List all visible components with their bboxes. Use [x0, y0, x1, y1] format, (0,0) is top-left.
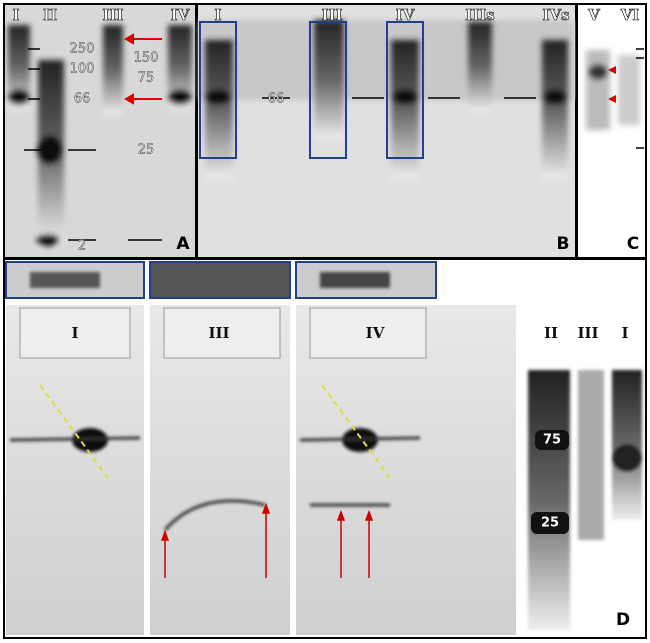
lane-label: III — [321, 6, 342, 24]
marker-label: 150 — [134, 51, 159, 66]
lane-label: IV — [171, 6, 190, 24]
panel-letter: D — [616, 610, 630, 630]
lane-label: VI — [620, 6, 640, 24]
panel-letter: C — [627, 234, 639, 254]
marker-label: 25 — [138, 143, 155, 158]
2d-gels — [6, 305, 642, 635]
marker-label: 75 — [138, 71, 155, 86]
marker-lines — [636, 48, 644, 149]
panel-a: I II III IV 250 100 66 150 75 25 2 A — [3, 3, 197, 259]
marker-lines — [24, 48, 162, 241]
lane-label: IIIs — [465, 6, 495, 24]
red-arrows — [608, 66, 616, 103]
marker-label: 100 — [70, 62, 95, 77]
lane-label: II — [544, 324, 558, 342]
lane-label: III — [577, 324, 598, 342]
panel-letter: B — [557, 234, 570, 254]
gel-bands — [205, 20, 568, 180]
lane-label: III — [102, 6, 123, 24]
panel-d: I III IV II III I 75 25 D — [3, 258, 647, 639]
panel-c: V VI C — [576, 3, 647, 259]
red-arrows — [123, 33, 162, 105]
marker-label: 75 — [543, 433, 561, 448]
marker-label: 66 — [74, 92, 91, 107]
gel-label: III — [208, 324, 229, 342]
lane-label: I — [621, 324, 628, 342]
strips — [5, 261, 437, 299]
gel-bands — [586, 50, 640, 130]
lane-label: IVs — [542, 6, 569, 24]
lane-label: IV — [396, 6, 415, 24]
lane-label: I — [12, 6, 19, 24]
marker-label: 250 — [70, 42, 95, 57]
gel-label: I — [71, 324, 78, 342]
lane-boxes — [199, 21, 424, 159]
gel-label: IV — [366, 324, 385, 342]
gel-bands — [8, 25, 192, 246]
lane-label: V — [587, 6, 600, 24]
marker-label: 2 — [78, 239, 86, 254]
marker-label: 25 — [541, 516, 559, 531]
lane-label: II — [43, 6, 57, 24]
marker-label: 66 — [268, 92, 285, 107]
panel-letter: A — [176, 234, 190, 254]
panel-b: I III IV IIIs IVs 66 B — [196, 3, 577, 259]
lane-label: I — [214, 6, 221, 24]
